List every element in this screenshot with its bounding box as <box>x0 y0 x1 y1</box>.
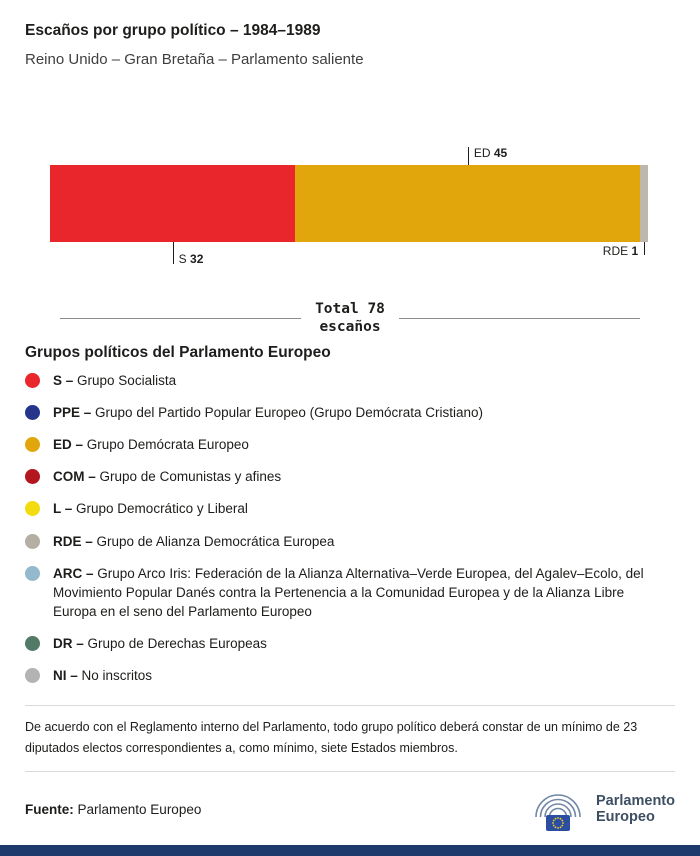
total-line-2: escaños <box>319 319 381 336</box>
legend-item-arc: ARC – Grupo Arco Iris: Federación de la … <box>25 557 675 627</box>
legend-text: NI – No inscritos <box>53 666 152 685</box>
seats-bar-chart: ED 45 S 32 RDE 1 <box>50 140 648 292</box>
legend-abbr: RDE – <box>53 533 93 549</box>
ed-value: 45 <box>493 146 508 160</box>
legend-heading: Grupos políticos del Parlamento Europeo <box>25 344 331 362</box>
ed-color-dot <box>25 437 40 453</box>
bar-segment-s <box>50 165 296 242</box>
s-value: 32 <box>190 252 204 266</box>
rde-color-dot <box>25 533 40 549</box>
com-color-dot <box>25 469 40 485</box>
source-line: Fuente: Parlamento Europeo <box>25 802 201 817</box>
stacked-bar <box>50 165 648 242</box>
eu-flag <box>546 815 571 832</box>
s-abbr: S <box>178 252 187 266</box>
legend-text: RDE – Grupo de Alianza Democrática Europ… <box>53 532 334 551</box>
bar-segment-rde <box>640 165 648 242</box>
dr-color-dot <box>25 636 40 652</box>
legend-abbr: DR – <box>53 636 84 652</box>
arc-color-dot <box>25 565 40 581</box>
legend-abbr: ED – <box>53 437 84 453</box>
legend-text: COM – Grupo de Comunistas y afines <box>53 467 281 486</box>
legend-text: ARC – Grupo Arco Iris: Federación de la … <box>53 564 663 621</box>
rde-bar-label: RDE 1 <box>603 244 638 258</box>
s-tick <box>172 242 174 264</box>
legend-item-com: COM – Grupo de Comunistas y afines <box>25 461 675 493</box>
rde-tick <box>644 242 646 255</box>
legend-abbr: ARC – <box>53 565 94 581</box>
legend-abbr: PPE – <box>53 404 92 420</box>
logo-wordmark: Parlamento Europeo <box>596 793 675 826</box>
total-seats-label: Total 78 escaños <box>301 300 399 336</box>
legend-item-ed: ED – Grupo Demócrata Europeo <box>25 429 675 461</box>
legend-label: Grupo de Derechas Europeas <box>87 636 267 652</box>
bottom-accent-bar <box>0 845 700 856</box>
footer: Fuente: Parlamento Europeo Parla <box>25 786 675 832</box>
legend-label: Grupo Arco Iris: Federación de la Alianz… <box>53 565 644 619</box>
ed-tick <box>467 147 469 165</box>
legend-item-s: S – Grupo Socialista <box>25 364 675 396</box>
legend-item-rde: RDE – Grupo de Alianza Democrática Europ… <box>25 525 675 557</box>
rde-value: 1 <box>631 244 639 258</box>
ppe-color-dot <box>25 404 40 420</box>
legend-text: DR – Grupo de Derechas Europeas <box>53 634 267 653</box>
european-parliament-logo: Parlamento Europeo <box>529 786 675 832</box>
legend-label: Grupo Democrático y Liberal <box>76 501 248 517</box>
legend-label: Grupo Socialista <box>77 372 177 388</box>
legend-item-ppe: PPE – Grupo del Partido Popular Europeo … <box>25 396 675 428</box>
legend-label: Grupo de Comunistas y afines <box>99 469 282 485</box>
source-value: Parlamento Europeo <box>77 801 202 817</box>
legend-abbr: L – <box>53 501 73 517</box>
legend-item-ni: NI – No inscritos <box>25 660 675 692</box>
ed-bar-label: ED 45 <box>474 146 507 160</box>
legend-item-l: L – Grupo Democrático y Liberal <box>25 493 675 525</box>
s-color-dot <box>25 372 40 388</box>
legend-abbr: S – <box>53 372 74 388</box>
total-seats-row: Total 78 escaños <box>60 300 640 336</box>
footnote-divider-top <box>25 704 675 706</box>
legend-abbr: COM – <box>53 469 96 485</box>
legend-text: PPE – Grupo del Partido Popular Europeo … <box>53 403 483 422</box>
legend-label: Grupo Demócrata Europeo <box>86 437 249 453</box>
legend-abbr: NI – <box>53 668 78 684</box>
legend-text: L – Grupo Democrático y Liberal <box>53 499 248 518</box>
legend-item-dr: DR – Grupo de Derechas Europeas <box>25 628 675 660</box>
ed-abbr: ED <box>473 146 491 160</box>
l-color-dot <box>25 501 40 517</box>
page-title: Escaños por grupo político – 1984–1989 <box>25 22 321 39</box>
source-label: Fuente: <box>25 801 74 817</box>
legend-text: S – Grupo Socialista <box>53 371 176 390</box>
s-bar-label: S 32 <box>179 252 204 266</box>
rde-abbr: RDE <box>602 244 629 258</box>
footnote: De acuerdo con el Reglamento interno del… <box>25 719 638 755</box>
legend-label: No inscritos <box>81 668 153 684</box>
bar-segment-ed <box>295 165 641 242</box>
total-line-1: Total 78 <box>315 301 385 317</box>
logo-line-2: Europeo <box>596 809 655 826</box>
legend-label: Grupo del Partido Popular Europeo (Grupo… <box>95 404 483 420</box>
page-subtitle: Reino Unido – Gran Bretaña – Parlamento … <box>25 51 364 68</box>
footnote-divider-bottom <box>25 771 675 773</box>
legend-text: ED – Grupo Demócrata Europeo <box>53 435 249 454</box>
ni-color-dot <box>25 668 40 684</box>
hemicycle-logo-icon <box>535 794 581 832</box>
left-rule <box>60 317 302 319</box>
logo-line-1: Parlamento <box>596 792 675 809</box>
legend-label: Grupo de Alianza Democrática Europea <box>96 533 335 549</box>
right-rule <box>398 317 640 319</box>
